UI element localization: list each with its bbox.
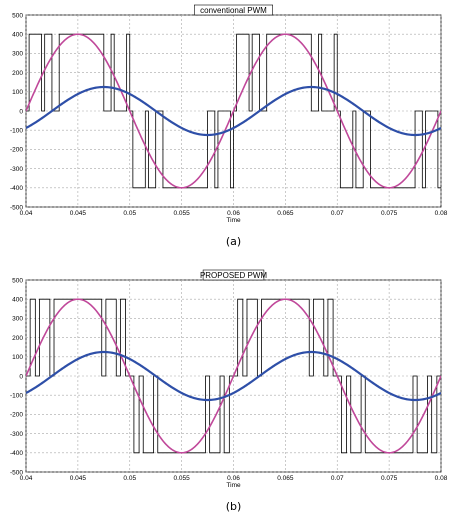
y-tick-label: 0 xyxy=(19,108,23,115)
reference-sine-line xyxy=(26,298,441,454)
fundamental-sine-line xyxy=(26,85,441,137)
x-tick-label: 0.045 xyxy=(70,210,87,217)
y-tick-label: 100 xyxy=(12,89,23,96)
x-tick-label: 0.08 xyxy=(435,475,448,482)
y-tick-label: 400 xyxy=(12,297,23,304)
x-tick-label: 0.055 xyxy=(173,210,190,217)
x-tick-label: 0.08 xyxy=(435,210,448,217)
x-tick-label: 0.04 xyxy=(20,210,33,217)
y-tick-label: -400 xyxy=(10,185,23,192)
x-tick-label: 0.05 xyxy=(123,210,136,217)
y-tick-label: 500 xyxy=(12,277,23,284)
y-tick-label: -400 xyxy=(10,450,23,457)
chart-title: PROPOSED PWM xyxy=(200,271,267,280)
chart-panel-b: 500 400 300 200 100 0 -100 -200 -300 -400 -500 0.04… xyxy=(0,265,453,530)
x-tick-label: 0.055 xyxy=(173,475,190,482)
x-axis-label: Time xyxy=(226,482,241,489)
x-tick-label: 0.06 xyxy=(227,475,240,482)
y-tick-label: -200 xyxy=(10,147,23,154)
y-tick-label: -500 xyxy=(10,469,23,476)
x-tick-label: 0.07 xyxy=(331,475,344,482)
y-tick-label: -300 xyxy=(10,166,23,173)
y-tick-label: -300 xyxy=(10,431,23,438)
chart-a-svg: 5004003002001000-100-200-300-400-5000.04… xyxy=(10,4,448,248)
x-tick-label: 0.05 xyxy=(123,475,136,482)
x-tick-label: 0.075 xyxy=(381,210,398,217)
y-tick-label: -100 xyxy=(10,393,23,400)
x-tick-label: 0.04 xyxy=(20,475,33,482)
chart-panel-a: 500 400 300 200 100 0 -100 -200 -300 -400 -500 0.04… xyxy=(0,0,453,265)
y-tick-label: 200 xyxy=(12,70,23,77)
chart-b-svg: 5004003002001000-100-200-300-400-5000.04… xyxy=(10,269,448,513)
y-tick-label: 100 xyxy=(12,354,23,361)
y-tick-label: 0 xyxy=(19,373,23,380)
panel-caption: (a) xyxy=(226,235,241,248)
y-tick-label: -200 xyxy=(10,412,23,419)
chart-title-box xyxy=(194,4,274,16)
y-tick-label: -100 xyxy=(10,128,23,135)
x-tick-label: 0.065 xyxy=(277,210,294,217)
x-tick-label: 0.06 xyxy=(227,210,240,217)
y-tick-label: 500 xyxy=(12,12,23,19)
y-tick-label: -500 xyxy=(10,204,23,211)
fundamental-sine-line xyxy=(26,350,441,402)
x-tick-label: 0.07 xyxy=(331,210,344,217)
x-tick-label: 0.045 xyxy=(70,475,87,482)
pwm-series-line xyxy=(26,33,441,189)
y-tick-label: 200 xyxy=(12,335,23,342)
x-tick-label: 0.065 xyxy=(277,475,294,482)
x-tick-label: 0.075 xyxy=(381,475,398,482)
chart-title-box xyxy=(202,269,265,281)
chart-title: conventional PWM xyxy=(200,6,267,15)
y-tick-label: 300 xyxy=(12,316,23,323)
panel-caption: (b) xyxy=(226,500,242,513)
reference-sine-line xyxy=(26,33,441,189)
x-axis-label: Time xyxy=(226,217,241,224)
y-tick-label: 300 xyxy=(12,51,23,58)
y-tick-label: 400 xyxy=(12,32,23,39)
